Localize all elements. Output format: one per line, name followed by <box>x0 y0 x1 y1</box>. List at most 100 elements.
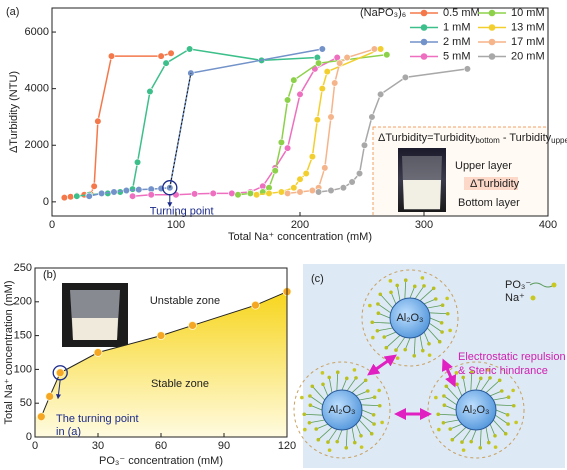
tail-end <box>335 439 340 444</box>
tail-end <box>460 440 464 444</box>
panel-label: (b) <box>43 269 56 281</box>
tail-end <box>365 389 370 393</box>
legend-label: 5 mM <box>443 50 471 62</box>
na-ion <box>352 368 357 372</box>
polymer-tail <box>495 414 509 425</box>
panel-label: (a) <box>6 6 19 18</box>
polymer-tail <box>316 423 329 430</box>
data-point <box>110 188 118 196</box>
tail-end <box>506 422 510 426</box>
polymer-tail <box>470 429 477 442</box>
polymer-tail <box>427 304 443 309</box>
legend-marker <box>420 38 428 46</box>
inset-label: Bottom layer <box>458 197 520 209</box>
y-tick-label: 6000 <box>25 26 49 38</box>
particle <box>389 297 431 339</box>
data-point <box>284 189 292 197</box>
y-axis-title: ΔTurbidity (NTU) <box>8 71 20 153</box>
tail-end <box>422 284 426 288</box>
tail-end <box>420 348 425 353</box>
data-point <box>318 45 326 53</box>
inset-label-box <box>464 177 518 190</box>
tail-end <box>455 382 459 387</box>
data-point <box>167 49 175 57</box>
polymer-tail <box>377 303 391 314</box>
legend-label: 10 mM <box>511 7 545 19</box>
data-point <box>94 117 102 125</box>
tail-end <box>433 297 438 301</box>
polymer-tail <box>443 395 457 406</box>
polymer-tail <box>345 429 348 448</box>
data-point <box>296 175 304 183</box>
beaker-photo <box>398 148 446 212</box>
polymer-tail <box>309 419 325 424</box>
legend-dot <box>530 295 536 301</box>
tail-end <box>344 376 349 381</box>
polymer-tail <box>304 413 323 416</box>
na-ion <box>303 427 307 432</box>
data-point <box>377 45 385 53</box>
polymer-tail <box>336 429 343 442</box>
na-ion <box>437 427 441 432</box>
y-tick-label: 2000 <box>25 139 49 151</box>
na-ion <box>514 420 518 425</box>
tail-end <box>344 445 349 450</box>
tail-end <box>363 378 368 383</box>
na-ion <box>371 335 375 340</box>
na-ion <box>427 353 432 357</box>
data-point <box>383 51 391 59</box>
annotation: in (a) <box>56 426 81 438</box>
tail-end <box>493 433 497 438</box>
tail-end <box>486 440 491 445</box>
diagram: (c) PO₃⁻Na⁺ Al₂O₃ Al₂O₃ Al₂O₃ Electrostatic r… <box>293 269 566 459</box>
stable-area <box>35 291 287 437</box>
legend-marker <box>420 24 428 31</box>
data-point <box>343 53 351 62</box>
polymer-tail <box>495 409 508 416</box>
tail-end <box>382 335 387 339</box>
x-tick-label: 400 <box>539 219 557 231</box>
legend-label: 20 mM <box>511 50 545 62</box>
tail-end <box>448 427 453 431</box>
x-tick-label: 30 <box>92 440 104 452</box>
data-point <box>348 178 356 186</box>
polymer-tail <box>351 380 366 393</box>
polymer-tail <box>429 322 443 333</box>
tail-end <box>302 412 307 417</box>
polymer-tail <box>351 427 356 443</box>
tail-end <box>444 384 449 389</box>
na-ion <box>368 303 372 308</box>
polymer-tail <box>359 396 375 401</box>
data-point <box>162 59 170 67</box>
polymer-tail <box>361 404 380 407</box>
tail-end <box>359 433 363 438</box>
x-axis-title: PO₃⁻ concentration (mM) <box>99 455 223 467</box>
equation-part: ΔTurbidity=Turbidity <box>378 132 476 144</box>
tail-end <box>308 394 312 398</box>
caption: Electrostatic repulsion <box>458 351 566 363</box>
tail-end <box>352 440 357 445</box>
y-tick-label: 4000 <box>25 83 49 95</box>
polymer-tail <box>480 377 491 391</box>
na-ion <box>377 388 381 393</box>
data-point <box>147 191 155 199</box>
data-point <box>368 113 376 121</box>
data-point <box>318 85 326 93</box>
polymer-tail <box>361 409 374 416</box>
data-point <box>290 76 298 84</box>
polymer-tail <box>404 280 407 299</box>
tail-end <box>377 403 382 408</box>
equation-part: bottom <box>475 136 500 145</box>
tail-end <box>506 395 511 400</box>
repulsion-arrow <box>367 354 397 376</box>
data-point <box>313 116 321 124</box>
polymer-tail <box>429 312 448 315</box>
data-point <box>265 189 273 197</box>
tail-end <box>503 431 508 436</box>
tail-end <box>316 437 321 442</box>
tail-end <box>376 302 380 306</box>
data-point <box>191 190 199 198</box>
polymer-tail <box>423 298 436 305</box>
polymer-tail <box>312 386 325 401</box>
data-point <box>60 194 69 202</box>
